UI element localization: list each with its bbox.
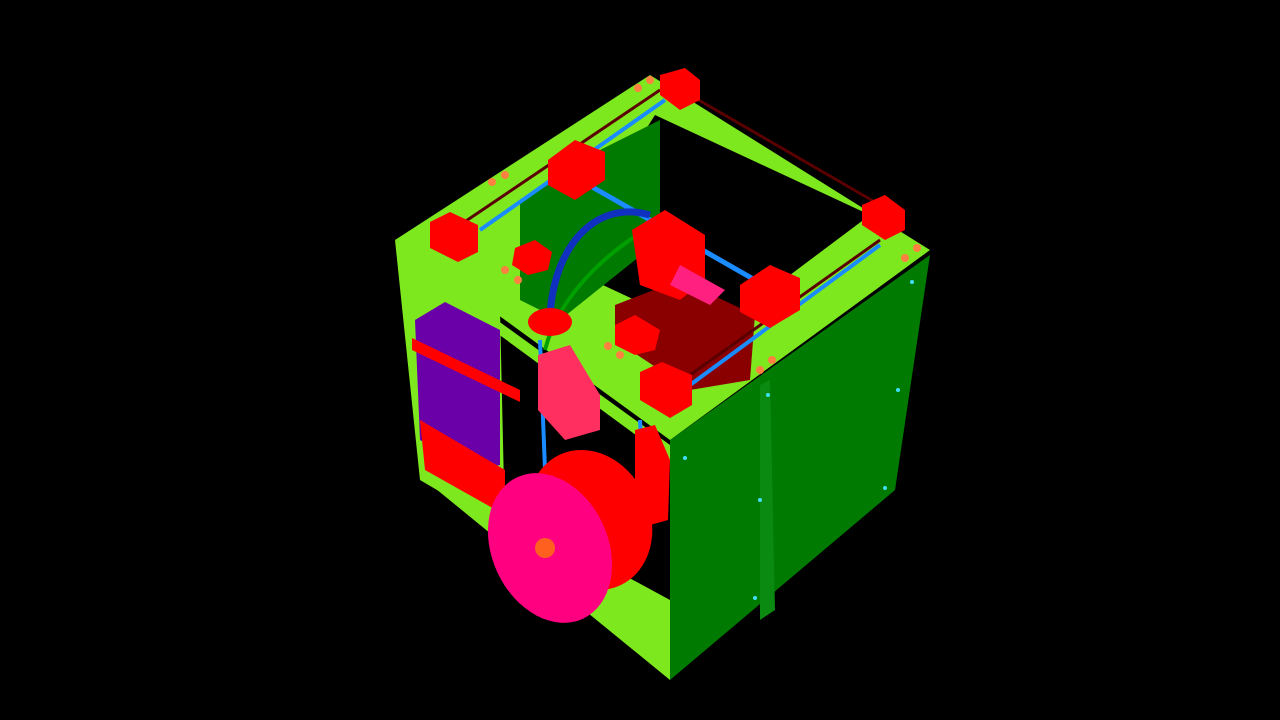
electronics-box — [415, 302, 500, 470]
hotend-fan — [670, 265, 725, 305]
panel-rivets — [683, 280, 914, 600]
y-carriage-right — [740, 265, 800, 328]
spool-hub — [535, 538, 555, 558]
endstop-part — [512, 240, 552, 275]
corner-part-front — [640, 362, 692, 418]
top-opening-interior — [520, 120, 660, 320]
belt-top-back — [689, 93, 881, 207]
z-motor-left — [538, 345, 600, 440]
mid-part — [615, 315, 660, 355]
corner-part-right — [862, 195, 905, 240]
corner-part-top — [660, 68, 700, 110]
feeder-base — [528, 308, 572, 336]
electronics-bracket — [412, 338, 520, 402]
front-face-fill — [400, 250, 670, 460]
psu-box — [420, 420, 505, 515]
right-panel-split — [760, 380, 775, 620]
right-side-panel — [670, 255, 930, 680]
corner-part-left — [430, 212, 478, 262]
bowden-tube — [546, 208, 652, 316]
frame-screws — [488, 76, 921, 374]
y-carriage-left — [548, 140, 605, 200]
